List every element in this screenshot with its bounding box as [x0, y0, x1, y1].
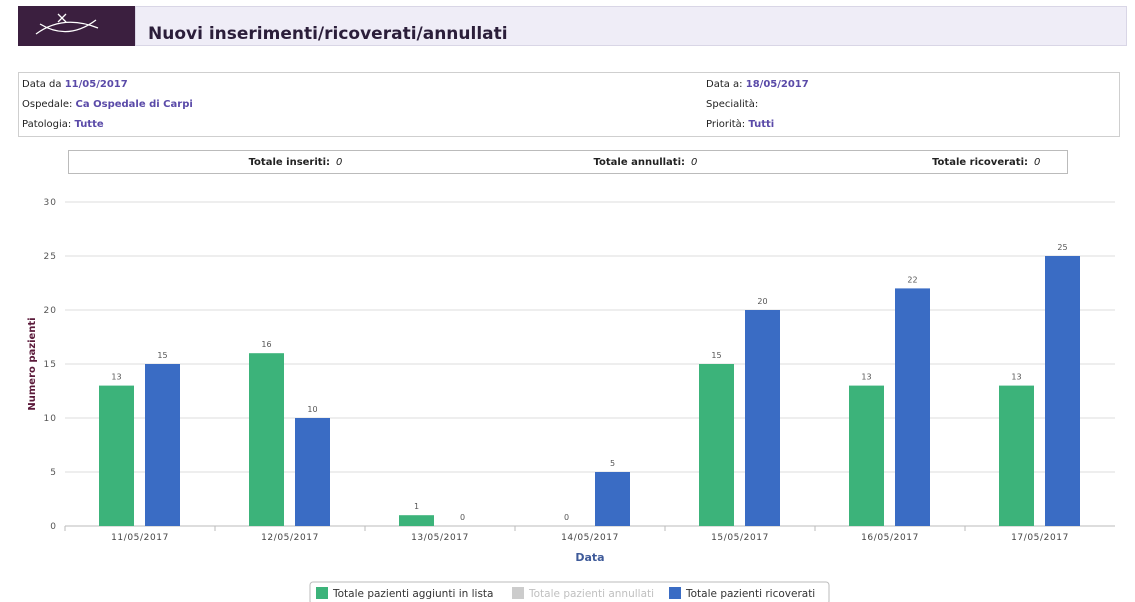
legend-swatch — [669, 587, 681, 599]
filter-label: Data a: — [706, 79, 743, 90]
legend-swatch — [512, 587, 524, 599]
data-label: 13 — [1011, 373, 1021, 382]
y-tick-label: 10 — [44, 414, 57, 424]
filter-row: Specialità: — [706, 99, 758, 110]
bar — [1045, 256, 1080, 526]
x-tick-label: 15/05/2017 — [711, 533, 769, 543]
data-label: 0 — [564, 513, 569, 522]
legend-entry[interactable]: Totale pazienti annullati — [528, 588, 654, 600]
total-value: 0 — [336, 157, 342, 168]
data-label: 15 — [711, 351, 721, 360]
filter-row: Priorità: Tutti — [706, 119, 774, 130]
filter-row: Ospedale: Ca Ospedale di Carpi — [22, 99, 193, 110]
x-tick-label: 11/05/2017 — [111, 533, 169, 543]
data-label: 5 — [610, 459, 615, 468]
x-tick-label: 16/05/2017 — [861, 533, 919, 543]
bar — [145, 364, 180, 526]
bar — [849, 386, 884, 526]
bar — [399, 515, 434, 526]
data-label: 13 — [861, 373, 871, 382]
data-label: 25 — [1057, 243, 1067, 252]
data-label: 10 — [307, 405, 317, 414]
filter-row: Data da 11/05/2017 — [22, 79, 128, 90]
y-tick-label: 0 — [50, 522, 57, 532]
bar — [745, 310, 780, 526]
filter-label: Data da — [22, 79, 62, 90]
x-tick-label: 13/05/2017 — [411, 533, 469, 543]
bar — [595, 472, 630, 526]
total-label: Totale ricoverati: — [932, 157, 1028, 168]
filter-value: 18/05/2017 — [746, 79, 809, 90]
bar — [895, 288, 930, 526]
filter-label: Ospedale: — [22, 99, 72, 110]
data-label: 16 — [261, 340, 271, 349]
x-axis-title: Data — [575, 551, 604, 564]
filter-label: Specialità: — [706, 99, 758, 110]
data-label: 1 — [414, 502, 419, 511]
legend-swatch — [316, 587, 328, 599]
y-tick-label: 20 — [44, 306, 57, 316]
x-tick-label: 12/05/2017 — [261, 533, 319, 543]
x-tick-label: 17/05/2017 — [1011, 533, 1069, 543]
total-value: 0 — [1034, 157, 1040, 168]
y-tick-label: 15 — [44, 360, 57, 370]
bar — [999, 386, 1034, 526]
y-tick-label: 25 — [44, 252, 57, 262]
bar — [699, 364, 734, 526]
total-label: Totale annullati: — [594, 157, 686, 168]
data-label: 15 — [157, 351, 167, 360]
y-tick-label: 30 — [44, 198, 57, 208]
bar — [99, 386, 134, 526]
filter-row: Patologia: Tutte — [22, 119, 104, 130]
filter-row: Data a: 18/05/2017 — [706, 79, 809, 90]
chart: 051015202530Numero pazientiData11/05/201… — [0, 0, 1135, 602]
page: {"header": {"title": "Nuovi inserimenti/… — [0, 0, 1135, 602]
data-label: 13 — [111, 373, 121, 382]
x-tick-label: 14/05/2017 — [561, 533, 619, 543]
bar — [295, 418, 330, 526]
total-label: Totale inseriti: — [249, 157, 330, 168]
y-axis-title: Numero pazienti — [27, 317, 38, 410]
filter-label: Priorità: — [706, 119, 745, 130]
filter-value: Ca Ospedale di Carpi — [76, 99, 193, 110]
y-tick-label: 5 — [50, 468, 57, 478]
filter-value: 11/05/2017 — [65, 79, 128, 90]
legend-entry[interactable]: Totale pazienti aggiunti in lista — [332, 588, 493, 600]
total-value: 0 — [691, 157, 697, 168]
data-label: 22 — [907, 275, 917, 284]
bar — [249, 353, 284, 526]
data-label: 20 — [757, 297, 767, 306]
filter-value: Tutte — [74, 119, 103, 130]
filter-label: Patologia: — [22, 119, 71, 130]
legend-entry[interactable]: Totale pazienti ricoverati — [685, 588, 815, 600]
data-label: 0 — [460, 513, 465, 522]
filter-value: Tutti — [748, 119, 774, 130]
